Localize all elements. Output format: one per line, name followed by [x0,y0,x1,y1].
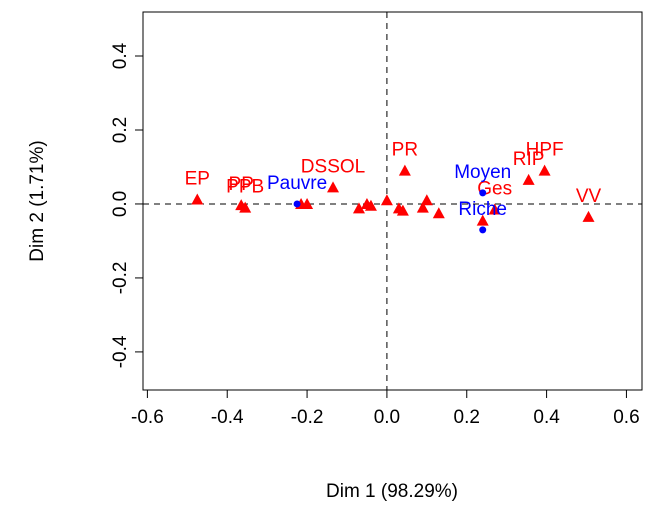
x-tick-label: 0.6 [613,407,639,428]
point [432,207,445,219]
point [301,197,314,209]
point-label: PPB [226,177,264,198]
point [191,193,204,205]
y-tick-label: -0.4 [110,335,131,368]
point-label: HPF [526,140,564,161]
x-tick-label: -0.4 [211,407,244,428]
point [398,164,411,176]
point [479,189,487,197]
point [396,204,409,216]
point-label: Pauvre [267,173,327,194]
point [479,226,487,234]
point-label: VV [576,186,602,207]
y-tick-label: -0.2 [110,262,131,295]
point [420,194,433,206]
point [352,202,365,214]
y-tick-label: 0.2 [110,117,131,143]
point-label: Moyen [454,162,511,183]
x-tick-label: 0.4 [533,407,560,428]
point-label: Ges [477,179,512,200]
point [582,210,595,222]
point [476,214,489,226]
point-label: PR [392,140,418,161]
point [364,199,377,211]
x-tick-label: 0.0 [374,407,400,428]
x-axis-label: Dim 1 (98.29%) [326,481,458,502]
point [522,173,535,185]
point [327,181,340,193]
point-label: Riche [458,199,507,220]
point [380,194,393,206]
x-tick-label: -0.6 [131,407,164,428]
y-axis-label: Dim 2 (1.71%) [27,140,48,261]
y-tick-label: 0.4 [110,42,131,69]
point [538,164,551,176]
point-label: RIP [513,149,545,170]
point-label: PP [229,174,254,195]
point-label: DSSOL [301,156,365,177]
x-tick-label: 0.2 [454,407,480,428]
point [488,203,501,215]
point [293,200,301,208]
y-tick-label: 0.0 [110,191,131,217]
point [416,201,429,213]
point-label: EP [185,169,210,190]
plot-box [142,11,643,391]
x-tick-label: -0.2 [291,407,324,428]
point [239,201,252,213]
